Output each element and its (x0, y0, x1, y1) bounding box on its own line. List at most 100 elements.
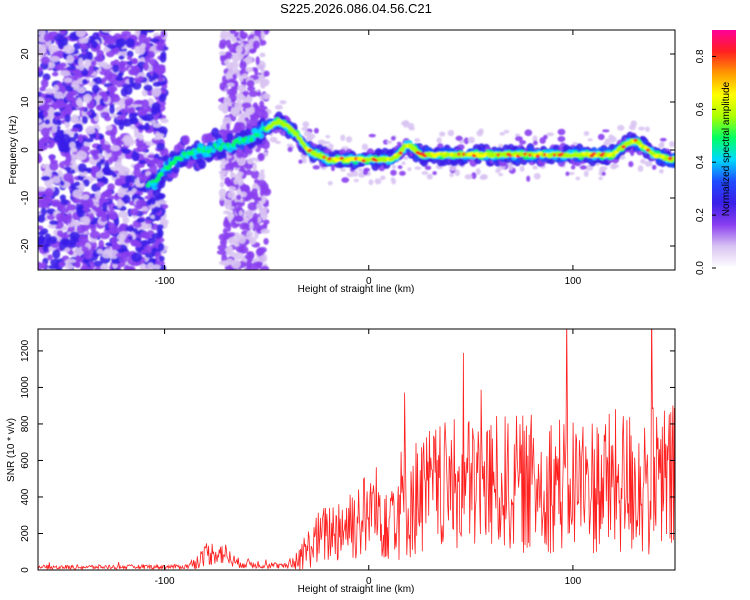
spectrogram-cell (48, 264, 58, 270)
spectrogram-cell (144, 55, 151, 63)
spectrogram-cell (75, 97, 83, 107)
spectrogram-cell (158, 255, 165, 262)
spectrogram-cell (638, 126, 645, 131)
spectrogram-cell (274, 104, 283, 110)
spectrogram-cell (158, 242, 165, 252)
spectrogram-cell (156, 224, 164, 230)
spectrogram-cell (155, 44, 165, 52)
spectrogram-cell (195, 152, 202, 159)
spectrogram-cell (260, 228, 270, 234)
spectrogram-cell (302, 121, 310, 128)
spectrogram-cell (234, 215, 244, 222)
spectrogram-cell (101, 30, 113, 33)
spectrogram-cell (643, 146, 648, 150)
spectrogram-cell (72, 189, 83, 198)
spectrogram-cell (223, 59, 230, 65)
spectrogram-cell (85, 168, 93, 174)
spectrogram-cell (81, 224, 90, 232)
spectrogram-cell (155, 64, 166, 70)
spectrogram-cell (100, 111, 110, 116)
spectrogram-cell (246, 80, 255, 88)
spectrogram-cell (251, 188, 258, 195)
spectrogram-cell (65, 258, 77, 264)
spectrogram-cell (362, 169, 369, 176)
spectrogram-cell (577, 154, 582, 158)
spectrogram-cell (259, 169, 265, 174)
spectrogram-cell (44, 88, 55, 94)
spectrogram-cell (231, 48, 236, 53)
spectrogram-cell (612, 162, 617, 170)
spectrogram-cell (53, 91, 64, 99)
spectrogram-cell (135, 242, 142, 248)
colorbar-tick-label: 0.8 (695, 49, 706, 63)
spectrogram-cell (605, 138, 610, 143)
spectrogram-cell (247, 262, 256, 269)
colorbar-swatch (712, 30, 736, 268)
spectrogram-cell (614, 150, 619, 155)
spectrogram-cell (217, 244, 228, 251)
spectrogram-cell (116, 198, 123, 209)
colorbar-tick-label: 0.4 (695, 155, 706, 169)
spectrogram-cell (41, 175, 51, 181)
spectrogram-cell (226, 62, 235, 70)
spectrogram-cell (400, 148, 406, 152)
spectrogram-cell (261, 139, 270, 150)
spectrogram-cell (226, 132, 234, 141)
spectrogram-cell (108, 156, 119, 163)
spectrogram-cell (396, 141, 402, 146)
y-tick-label: -10 (20, 190, 31, 205)
spectrogram-cell (546, 132, 554, 137)
spectrogram-cell (120, 108, 129, 114)
spectrogram-cell (133, 164, 140, 171)
spectrogram-cell (248, 218, 259, 223)
spectrogram-cell (77, 133, 84, 144)
spectrogram-cell (151, 87, 162, 97)
spectrogram-cell (52, 249, 61, 260)
spectrogram-cell (42, 110, 49, 118)
spectrogram-cell (432, 171, 437, 176)
spectrogram-cell (47, 254, 53, 261)
spectrogram-cell (374, 178, 382, 185)
spectrogram-cell (67, 96, 78, 102)
spectrogram-cell (103, 166, 110, 173)
spectrogram-cell (124, 98, 132, 107)
spectrogram-cell (637, 165, 644, 172)
spectrogram-cell (104, 70, 114, 80)
spectrogram-cell (47, 224, 57, 229)
spectrogram-cell (226, 88, 235, 96)
spectrogram-cell (122, 216, 130, 224)
spectrogram-cell (524, 129, 533, 137)
spectrogram-cell (94, 95, 101, 101)
spectrogram-cell (225, 72, 231, 80)
spectrogram-cell (345, 136, 353, 143)
spectrogram-cell (598, 176, 604, 181)
spectrogram-cell (256, 91, 262, 97)
spectrogram-cell (245, 169, 253, 176)
spectrogram-cell (218, 103, 228, 112)
spectrogram-cell (211, 148, 217, 153)
spectrogram-cell (42, 196, 53, 205)
spectrogram-cell (38, 231, 46, 236)
spectrogram-cell (236, 156, 246, 166)
spectrogram-cell (158, 75, 165, 83)
spectrogram-cell (66, 104, 72, 112)
spectrogram-cell (68, 250, 74, 256)
y-tick-label: 20 (20, 48, 31, 60)
spectrogram-cell (139, 240, 151, 245)
spectrogram-cell (102, 94, 109, 103)
spectrogram-cell (237, 234, 247, 244)
spectrogram-cell (107, 222, 116, 229)
spectrogram-cell (38, 261, 43, 270)
spectrogram-cell (449, 172, 454, 178)
spectrogram-cell (430, 152, 435, 156)
spectrogram-cell (226, 82, 235, 87)
spectrogram-cell (250, 170, 260, 179)
spectrogram-cell (237, 84, 247, 92)
spectrogram-cell (96, 49, 104, 57)
spectrogram-cell (62, 215, 72, 225)
spectrogram-cell (158, 93, 167, 103)
spectrogram-cell (644, 160, 653, 167)
spectrogram-cell (72, 198, 82, 204)
spectrogram-cell (230, 161, 239, 166)
